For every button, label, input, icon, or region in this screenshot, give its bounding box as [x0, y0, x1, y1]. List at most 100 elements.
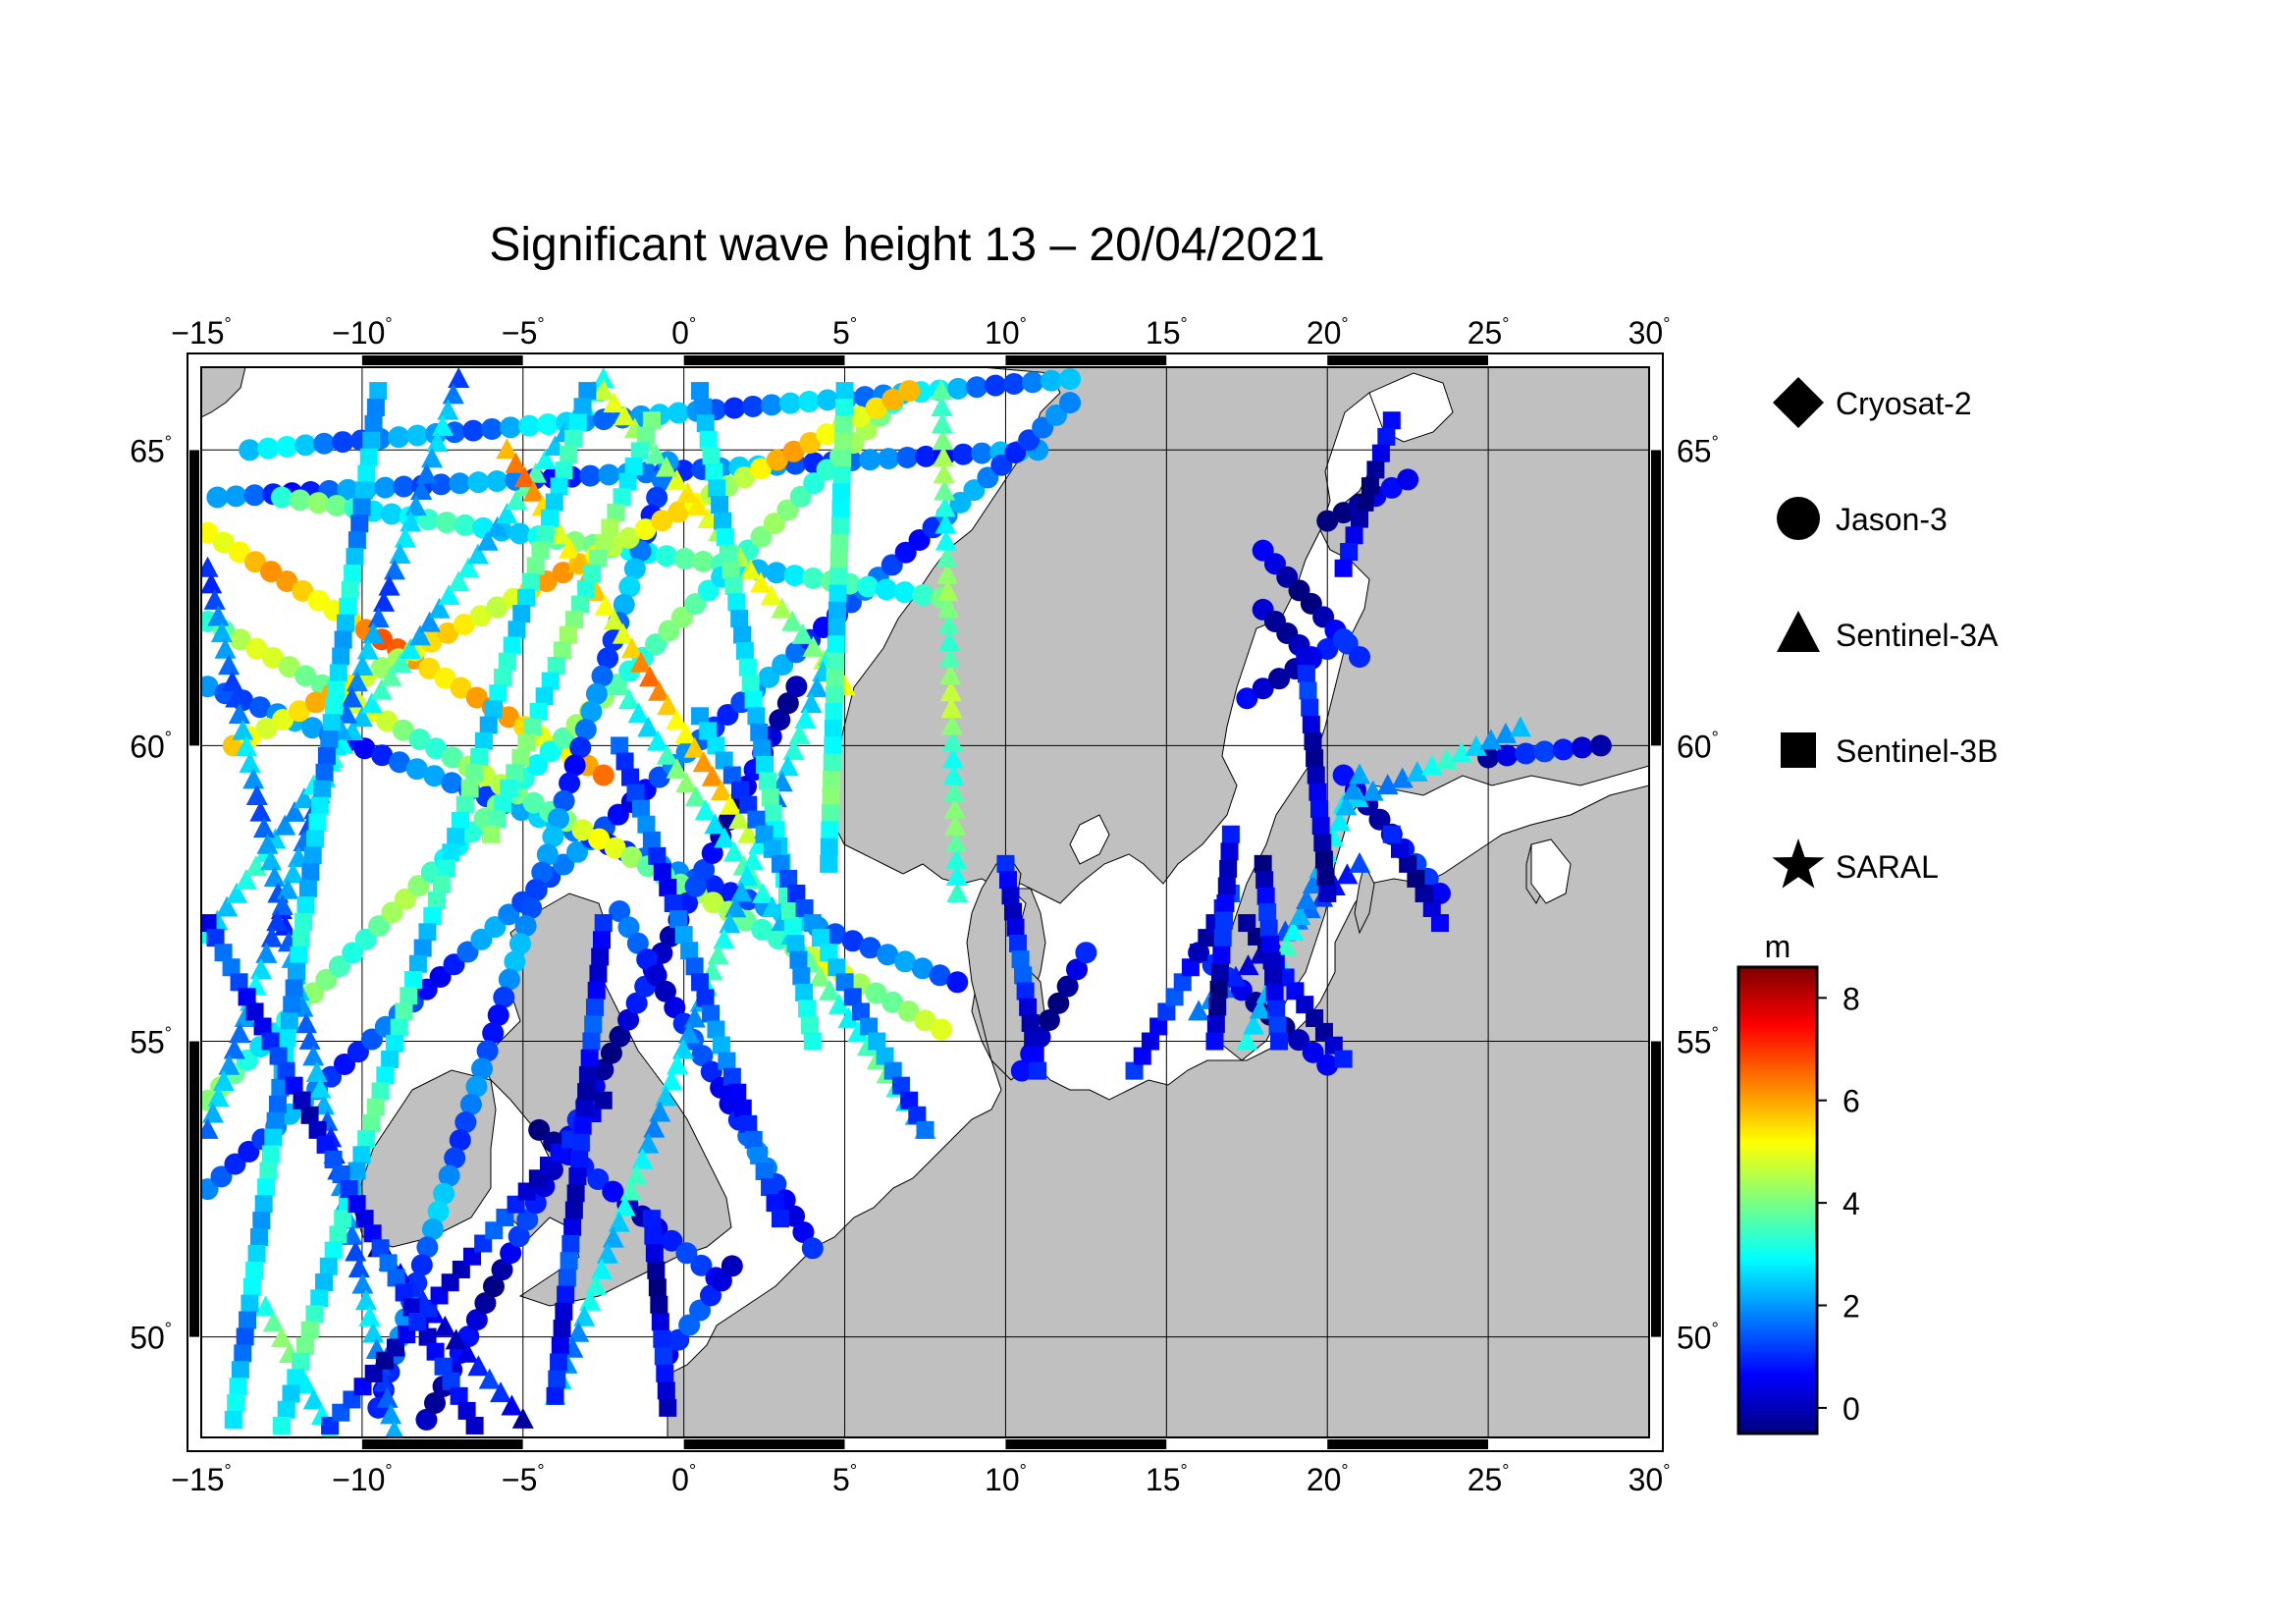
- circle-marker: [607, 803, 629, 826]
- circle-marker: [450, 676, 472, 699]
- circle-marker: [1571, 736, 1593, 759]
- square-marker: [1141, 1032, 1159, 1051]
- triangle-marker: [941, 730, 964, 752]
- triangle-marker: [684, 785, 707, 807]
- triangle-marker: [667, 1054, 689, 1075]
- circle-marker: [493, 986, 515, 1008]
- diamond-icon: [1773, 377, 1824, 428]
- square-marker: [584, 1015, 603, 1034]
- triangle-marker: [935, 546, 958, 568]
- lon-tick-label: 15°: [1146, 314, 1188, 351]
- square-marker: [1173, 973, 1192, 992]
- circle-marker: [803, 472, 826, 495]
- circle-marker: [508, 522, 531, 545]
- square-marker: [795, 983, 814, 1001]
- triangle-marker: [214, 637, 237, 659]
- triangle-marker: [496, 503, 518, 524]
- circle-marker: [881, 388, 904, 410]
- triangle-marker: [692, 751, 715, 773]
- circle-marker: [598, 463, 620, 486]
- circle-marker: [700, 1060, 722, 1083]
- track-circle: [1477, 734, 1612, 769]
- square-marker: [1306, 1009, 1324, 1028]
- triangle-marker: [408, 624, 431, 646]
- square-marker: [1297, 665, 1315, 683]
- triangle-marker: [372, 1371, 395, 1392]
- triangle-marker: [383, 559, 405, 580]
- circle-marker: [579, 464, 602, 487]
- circle-marker: [585, 682, 608, 705]
- triangle-marker: [776, 755, 799, 777]
- square-marker: [727, 593, 746, 612]
- circle-marker: [798, 391, 821, 413]
- triangle-marker: [592, 367, 614, 389]
- triangle-marker: [602, 1226, 624, 1248]
- square-marker: [560, 445, 578, 463]
- triangle-marker: [1243, 1013, 1265, 1035]
- triangle-marker: [1282, 919, 1305, 941]
- triangle-marker: [1465, 734, 1487, 756]
- square-marker: [269, 1047, 288, 1065]
- triangle-marker: [421, 447, 444, 468]
- circle-marker: [535, 569, 558, 592]
- triangle-marker: [649, 1101, 671, 1122]
- square-marker: [283, 996, 301, 1014]
- square-marker: [1259, 919, 1278, 938]
- circle-marker: [785, 641, 808, 664]
- frame-band: [522, 1439, 684, 1449]
- triangle-marker: [1237, 954, 1259, 976]
- circle-marker: [758, 666, 780, 688]
- circle-marker: [693, 858, 716, 881]
- circle-marker: [421, 1218, 444, 1241]
- square-marker: [470, 747, 489, 766]
- circle-marker: [498, 968, 520, 991]
- triangle-marker: [534, 448, 557, 469]
- triangle-marker: [791, 622, 814, 644]
- circle-marker: [449, 1129, 471, 1152]
- square-marker: [1314, 850, 1333, 869]
- square-marker: [559, 625, 577, 644]
- track-square: [482, 411, 661, 843]
- square-marker: [1361, 477, 1379, 496]
- square-marker: [795, 899, 814, 918]
- square-marker: [820, 944, 838, 962]
- triangle-marker: [590, 1258, 613, 1279]
- triangle-marker: [404, 495, 427, 516]
- circle-marker: [429, 965, 452, 988]
- square-marker: [1001, 887, 1020, 905]
- map-area[interactable]: [187, 352, 1664, 1452]
- circle-marker: [552, 562, 574, 584]
- track-square: [1254, 854, 1289, 1051]
- square-marker: [555, 1302, 573, 1321]
- square-marker: [750, 1146, 769, 1164]
- triangle-marker: [936, 579, 959, 601]
- square-marker: [261, 1145, 280, 1163]
- square-marker: [489, 684, 507, 703]
- square-marker: [1407, 869, 1425, 888]
- square-marker: [1254, 854, 1272, 873]
- circle-marker: [467, 471, 490, 494]
- triangle-marker: [207, 1086, 230, 1108]
- square-marker: [828, 601, 846, 620]
- square-marker: [1165, 988, 1184, 1006]
- circle-marker: [498, 903, 520, 926]
- lake-ladoga: [1530, 839, 1572, 904]
- square-marker: [214, 944, 233, 962]
- square-marker: [1270, 1032, 1289, 1051]
- circle-marker: [482, 1022, 505, 1045]
- track-circle: [657, 1255, 743, 1366]
- triangle-marker: [505, 452, 527, 473]
- square-marker: [834, 399, 853, 417]
- circle-marker: [667, 501, 690, 523]
- circle-marker: [507, 1225, 530, 1248]
- circle-marker: [238, 1140, 260, 1163]
- triangle-marker: [1289, 903, 1311, 925]
- circle-marker: [1316, 1054, 1339, 1076]
- triangle-marker: [701, 765, 723, 786]
- circle-marker: [646, 486, 668, 509]
- frame-band: [1488, 355, 1649, 365]
- square-marker: [1316, 867, 1335, 886]
- square-marker: [835, 973, 854, 992]
- circle-marker: [776, 499, 799, 521]
- triangle-marker: [309, 1077, 332, 1099]
